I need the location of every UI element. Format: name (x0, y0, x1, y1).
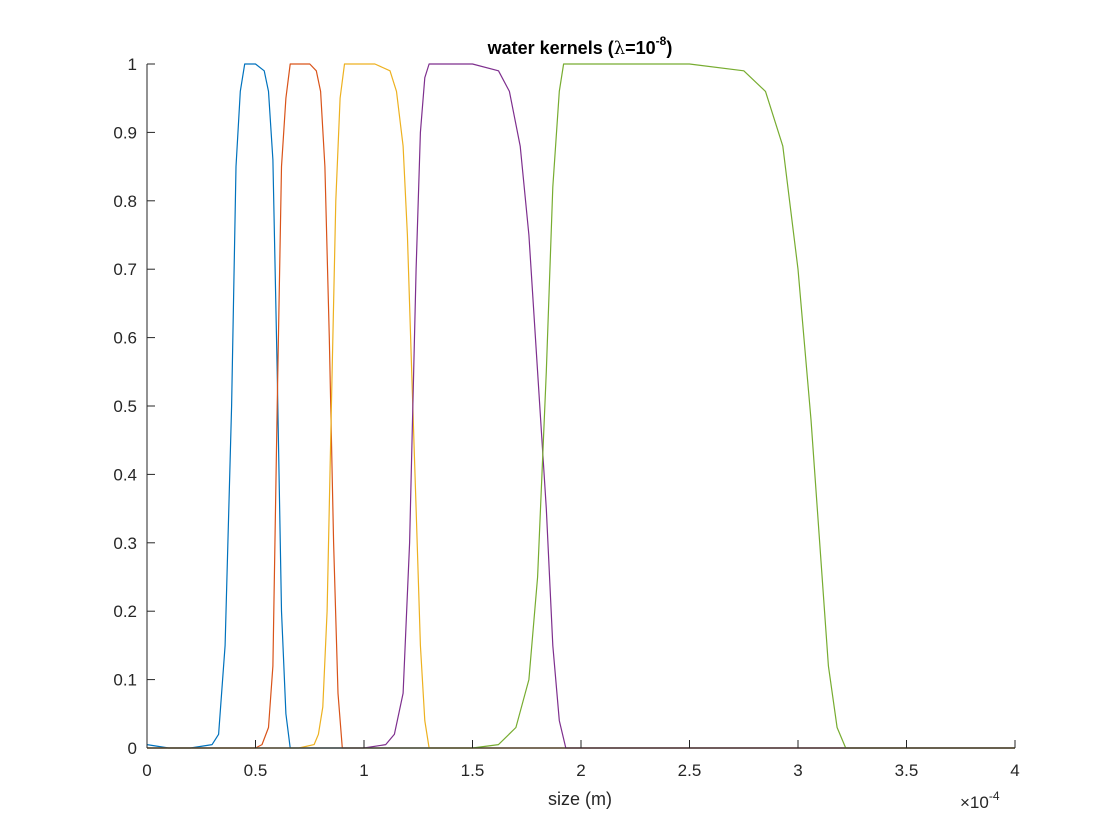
y-tick-label: 0.7 (113, 260, 137, 279)
y-tick-label: 0.3 (113, 534, 137, 553)
x-axis-label: size (m) (548, 789, 612, 809)
series-line-4 (147, 63, 1015, 749)
x-tick-label: 0 (142, 761, 151, 780)
chart-title: water kernels (λ=10-8) (487, 34, 673, 59)
x-axis-multiplier: ×10-4 (960, 789, 1000, 812)
series-line-3 (147, 63, 1015, 749)
y-ticks: 0 0.1 0.2 0.3 0.4 0.5 0.6 0.7 0.8 0.9 1 (113, 55, 155, 758)
y-tick-label: 0.4 (113, 465, 137, 484)
x-tick-label: 0.5 (244, 761, 268, 780)
x-tick-label: 1.5 (461, 761, 485, 780)
x-tick-label: 1 (359, 761, 368, 780)
y-tick-label: 0.5 (113, 397, 137, 416)
x-tick-label: 3 (793, 761, 802, 780)
y-tick-label: 0.9 (113, 123, 137, 142)
y-tick-label: 1 (128, 55, 137, 74)
plot-area (147, 64, 1015, 748)
series-layer (146, 63, 1015, 749)
y-tick-label: 0.8 (113, 192, 137, 211)
x-tick-label: 3.5 (895, 761, 919, 780)
y-tick-label: 0 (128, 739, 137, 758)
y-tick-label: 0.6 (113, 329, 137, 348)
series-line-1 (146, 63, 1015, 749)
y-tick-label: 0.2 (113, 602, 137, 621)
x-tick-label: 4 (1010, 761, 1019, 780)
x-ticks: 0 0.5 1 1.5 2 2.5 3 3.5 4 (142, 740, 1020, 780)
series-line-2 (147, 63, 1015, 749)
series-line-5 (147, 63, 1015, 749)
x-tick-label: 2.5 (678, 761, 702, 780)
x-tick-label: 2 (576, 761, 585, 780)
y-tick-label: 0.1 (113, 671, 137, 690)
